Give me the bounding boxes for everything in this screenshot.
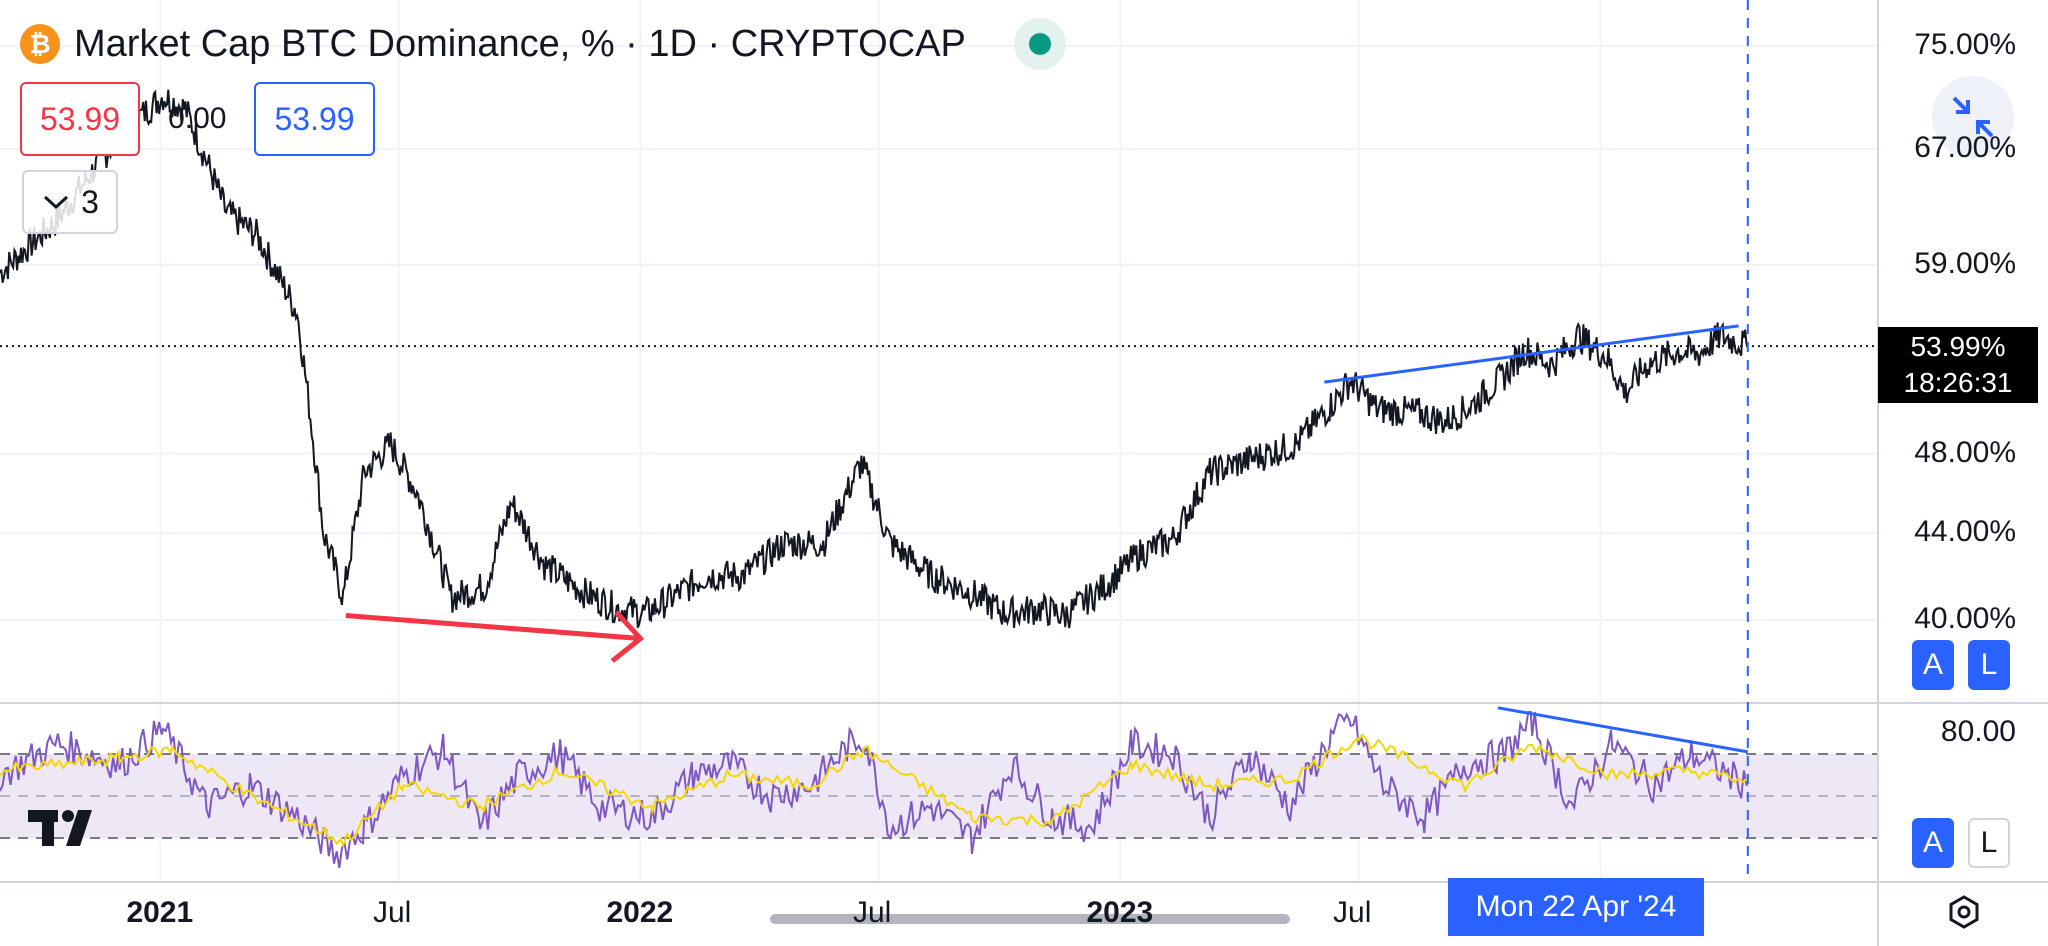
rsi-trendline[interactable]	[1497, 706, 1749, 754]
chart-title[interactable]: Market Cap BTC Dominance, % · 1D · CRYPT…	[74, 22, 966, 65]
last-price-label: 53.99% 18:26:31	[1878, 327, 2038, 403]
time-axis-tick: Jul	[372, 896, 412, 929]
ohlc-values: 53.99 0.00 53.99	[20, 82, 375, 156]
time-axis-tick: Jul	[1333, 896, 1372, 929]
price-axis-tick: 44.00%	[1914, 515, 2016, 548]
rsi-log-scale-button[interactable]: L	[1968, 818, 2010, 868]
chevron-down-icon	[44, 195, 69, 210]
minimize-icon	[1952, 96, 1994, 138]
time-axis-tick: 2022	[606, 896, 674, 929]
time-scrollbar[interactable]	[770, 914, 1290, 924]
bar-countdown: 18:26:31	[1903, 367, 2013, 398]
minimize-button[interactable]	[1932, 76, 2014, 158]
chart-header: ₿ Market Cap BTC Dominance, % · 1D · CRY…	[20, 18, 1066, 70]
rsi-series	[0, 711, 1749, 869]
bitcoin-icon: ₿	[20, 24, 60, 64]
rsi-axis-tick: 80.00	[1940, 715, 2016, 748]
divergence-arrow[interactable]	[345, 613, 641, 642]
last-price-value: 53.99%	[1910, 331, 2006, 362]
annotations[interactable]	[345, 324, 1749, 754]
price-series	[0, 89, 1878, 629]
time-axis-tick: Jul	[853, 896, 892, 929]
divergence-arrow-head[interactable]	[610, 610, 645, 663]
price-axis-tick: 40.00%	[1914, 602, 2016, 636]
collapse-indicators-button[interactable]: 3	[22, 170, 118, 234]
rsi-ma-line	[0, 733, 1749, 849]
indicator-count: 3	[81, 183, 99, 220]
price-axis-tick: 59.00%	[1914, 247, 2016, 281]
rsi-auto-scale-button[interactable]: A	[1912, 818, 1954, 868]
live-status-icon[interactable]	[1013, 18, 1066, 70]
rsi-line	[0, 711, 1749, 869]
crosshair-date-label: Mon 22 Apr '24	[1448, 878, 1704, 936]
value-close: 53.99	[254, 82, 375, 156]
time-axis-tick: 2021	[126, 896, 194, 929]
log-scale-button[interactable]: L	[1968, 640, 2010, 690]
price-axis-tick: 75.00%	[1914, 27, 2016, 61]
value-open: 53.99	[20, 82, 141, 156]
tradingview-logo[interactable]	[28, 806, 106, 857]
time-axis-tick: 2023	[1086, 896, 1154, 929]
auto-scale-button[interactable]: A	[1912, 640, 1954, 690]
settings-icon[interactable]	[1946, 894, 1982, 930]
tradingview-logo-mark	[28, 810, 92, 846]
price-axis-tick: 48.00%	[1914, 435, 2016, 469]
price-axis-tick: 67.00%	[1914, 130, 2016, 164]
price-line	[0, 89, 1749, 629]
value-change: 0.00	[168, 102, 227, 135]
trendline[interactable]	[1324, 324, 1739, 384]
